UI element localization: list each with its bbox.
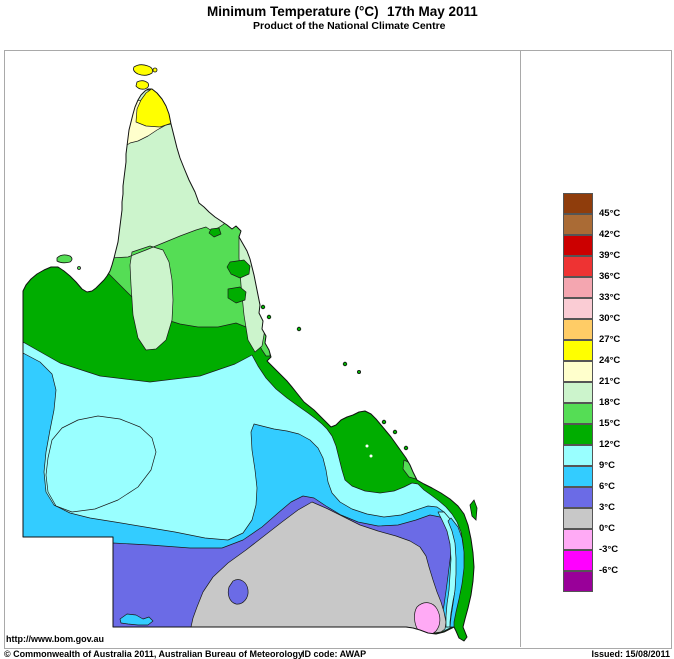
bom-url: http://www.bom.gov.au (6, 634, 104, 644)
legend-boundary-label: 0°C (599, 523, 615, 534)
legend-boundary-label: 36°C (599, 271, 621, 282)
issued-date: Issued: 15/08/2011 (591, 649, 670, 659)
legend-boundary-label: 3°C (599, 502, 615, 513)
legend-color-box (563, 445, 593, 466)
id-code: ID code: AWAP (302, 649, 367, 659)
copyright-text: © Commonwealth of Australia 2011, Austra… (4, 649, 304, 659)
map-frame (4, 50, 672, 649)
legend-color-box (563, 235, 593, 256)
legend-boundary-label: 21°C (599, 376, 621, 387)
legend-color-box (563, 424, 593, 445)
legend-boundary-label: 18°C (599, 397, 621, 408)
legend-color-box (563, 256, 593, 277)
map-date: 17th May 2011 (387, 4, 478, 19)
legend-color-box (563, 403, 593, 424)
page-title: Minimum Temperature (°C) (207, 4, 379, 19)
legend-boundary-label: 39°C (599, 250, 621, 261)
legend-color-box (563, 466, 593, 487)
legend-color-box (563, 550, 593, 571)
legend-color-box (563, 487, 593, 508)
legend-color-box (563, 382, 593, 403)
legend-boundary-label: -6°C (599, 565, 619, 576)
legend-color-box (563, 214, 593, 235)
legend-boundary-label: 9°C (599, 460, 615, 471)
legend-boundary-label: 24°C (599, 355, 621, 366)
legend-color-box (563, 529, 593, 550)
legend-color-box (563, 571, 593, 592)
legend-boundary-label: 45°C (599, 208, 621, 219)
legend-color-box (563, 193, 593, 214)
legend-boundary-label: -3°C (599, 544, 619, 555)
legend-boundary-label: 27°C (599, 334, 621, 345)
legend-boundary-label: 33°C (599, 292, 621, 303)
legend-boundary-label: 6°C (599, 481, 615, 492)
legend-color-box (563, 298, 593, 319)
page-subtitle: Product of the National Climate Centre (253, 20, 446, 32)
legend-boundary-label: 15°C (599, 418, 621, 429)
legend-color-box (563, 277, 593, 298)
legend-color-box (563, 361, 593, 382)
legend-color-box (563, 508, 593, 529)
legend-color-box (563, 319, 593, 340)
legend-color-box (563, 340, 593, 361)
legend-divider (520, 50, 521, 647)
legend-boundary-label: 42°C (599, 229, 621, 240)
legend-boundary-label: 12°C (599, 439, 621, 450)
legend-boundary-label: 30°C (599, 313, 621, 324)
